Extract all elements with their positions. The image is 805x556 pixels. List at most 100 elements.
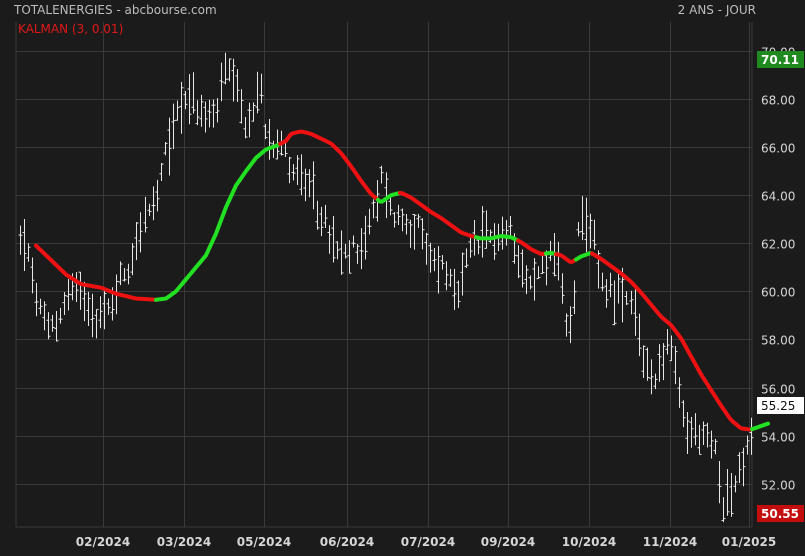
- x-tick-label: 10/2024: [562, 535, 616, 549]
- last-price-badge: 55.25: [757, 397, 804, 414]
- price-bar: [227, 58, 232, 82]
- price-bar: [528, 275, 533, 290]
- price-bar: [432, 248, 437, 272]
- price-bar: [363, 215, 368, 260]
- price-bar: [452, 268, 457, 310]
- price-bar: [500, 216, 505, 250]
- price-bar: [66, 278, 71, 311]
- price-bar: [665, 329, 670, 355]
- price-bar: [540, 255, 545, 275]
- price-bar: [187, 74, 192, 125]
- price-bar: [379, 165, 384, 184]
- price-bar: [480, 206, 485, 258]
- price-bar: [508, 215, 513, 239]
- price-bar: [42, 301, 47, 331]
- price-bar: [412, 214, 417, 250]
- x-tick-label: 05/2024: [237, 535, 291, 549]
- price-bar: [211, 99, 216, 128]
- price-bar: [143, 196, 148, 233]
- price-bar: [106, 298, 111, 315]
- price-bar: [223, 52, 228, 85]
- price-bar: [637, 313, 642, 357]
- kalman-down-segment: [34, 243, 158, 302]
- price-bar: [516, 245, 521, 279]
- x-tick-label: 03/2024: [157, 535, 211, 549]
- price-bar: [424, 232, 429, 265]
- price-bar: [231, 58, 236, 102]
- price-bar: [689, 416, 694, 448]
- price-bar: [151, 186, 156, 221]
- price-bar: [460, 252, 465, 296]
- x-tick-label: 02/2024: [76, 535, 130, 549]
- price-bar: [568, 306, 573, 344]
- price-bar: [681, 400, 686, 428]
- price-bar: [219, 62, 224, 102]
- x-tick-label: 11/2024: [643, 535, 697, 549]
- price-bar: [653, 373, 658, 390]
- price-bar: [725, 469, 730, 516]
- price-bar: [207, 99, 212, 128]
- price-bar: [440, 254, 445, 270]
- price-bar: [18, 225, 23, 255]
- price-bar: [464, 248, 469, 268]
- price-bar: [388, 196, 393, 216]
- price-bar: [171, 103, 176, 150]
- price-bar: [588, 213, 593, 249]
- price-bar: [199, 94, 204, 127]
- period-label: 2 ANS - JOUR: [678, 3, 756, 17]
- price-bar: [183, 90, 188, 110]
- price-bar: [235, 69, 240, 103]
- price-bar: [82, 281, 87, 322]
- price-bar: [355, 243, 360, 264]
- price-bar: [259, 73, 264, 104]
- price-bar: [657, 344, 662, 382]
- price-bar: [705, 422, 710, 448]
- price-bar: [195, 100, 200, 126]
- price-bar: [22, 218, 27, 272]
- kalman-down-segment: [516, 238, 548, 256]
- price-bar: [544, 250, 549, 286]
- price-bar: [26, 243, 31, 262]
- price-bar: [612, 280, 617, 326]
- price-bar: [420, 218, 425, 250]
- price-bar: [717, 461, 722, 504]
- price-bar: [576, 221, 581, 237]
- price-bar: [697, 424, 702, 455]
- price-bar: [484, 210, 489, 249]
- price-bar: [713, 438, 718, 455]
- price-bar: [307, 169, 312, 198]
- price-bar: [729, 472, 734, 517]
- price-bar: [255, 71, 260, 114]
- x-tick-label: 09/2024: [481, 535, 535, 549]
- price-bar: [392, 211, 397, 228]
- price-bar: [633, 286, 638, 336]
- price-bar: [126, 263, 131, 285]
- price-bar: [315, 200, 320, 230]
- price-bar: [560, 273, 565, 304]
- price-bar: [532, 258, 537, 301]
- x-tick-label: 07/2024: [401, 535, 455, 549]
- kalman-down-segment: [590, 251, 754, 432]
- price-bar: [331, 216, 336, 263]
- price-bar: [46, 312, 51, 340]
- price-bar: [404, 213, 409, 235]
- price-bar: [295, 155, 300, 186]
- price-bar: [629, 290, 634, 315]
- kalman-up-segment: [376, 191, 402, 204]
- price-bar: [584, 197, 589, 252]
- grid-lines: [15, 22, 753, 528]
- kalman-down-segment: [398, 191, 478, 240]
- price-bar: [520, 249, 525, 288]
- price-bar: [400, 208, 405, 232]
- x-tick-label: 06/2024: [320, 535, 374, 549]
- price-bar: [624, 291, 629, 305]
- indicator-label: KALMAN (3, 0.01): [18, 22, 123, 36]
- kalman-up-segment: [154, 141, 282, 302]
- y-tick-label: 68.00: [761, 94, 795, 108]
- price-bar: [492, 223, 497, 260]
- price-bar: [287, 156, 292, 184]
- price-bar: [251, 102, 256, 122]
- y-tick-label: 58.00: [761, 334, 795, 348]
- high-badge-value: 70.11: [761, 53, 799, 67]
